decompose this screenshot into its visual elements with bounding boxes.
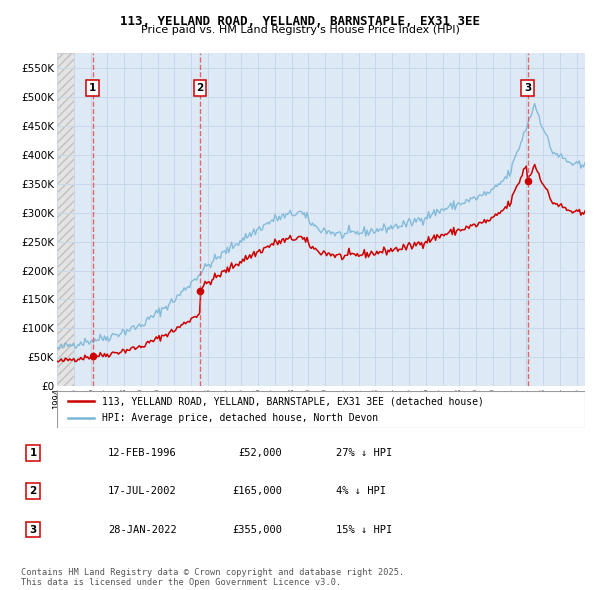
Text: 27% ↓ HPI: 27% ↓ HPI xyxy=(336,448,392,458)
Text: HPI: Average price, detached house, North Devon: HPI: Average price, detached house, Nort… xyxy=(102,412,378,422)
Text: 28-JAN-2022: 28-JAN-2022 xyxy=(108,525,177,535)
Text: 1: 1 xyxy=(89,83,96,93)
Text: 3: 3 xyxy=(29,525,37,535)
Text: Contains HM Land Registry data © Crown copyright and database right 2025.
This d: Contains HM Land Registry data © Crown c… xyxy=(21,568,404,587)
Text: 113, YELLAND ROAD, YELLAND, BARNSTAPLE, EX31 3EE: 113, YELLAND ROAD, YELLAND, BARNSTAPLE, … xyxy=(120,15,480,28)
Text: £52,000: £52,000 xyxy=(238,448,282,458)
Text: £165,000: £165,000 xyxy=(232,486,282,496)
Text: 113, YELLAND ROAD, YELLAND, BARNSTAPLE, EX31 3EE (detached house): 113, YELLAND ROAD, YELLAND, BARNSTAPLE, … xyxy=(102,396,484,407)
Text: 12-FEB-1996: 12-FEB-1996 xyxy=(108,448,177,458)
Text: 17-JUL-2002: 17-JUL-2002 xyxy=(108,486,177,496)
Bar xyxy=(57,53,74,386)
Text: 15% ↓ HPI: 15% ↓ HPI xyxy=(336,525,392,535)
Text: 1: 1 xyxy=(29,448,37,458)
Text: 2: 2 xyxy=(197,83,204,93)
Text: Price paid vs. HM Land Registry's House Price Index (HPI): Price paid vs. HM Land Registry's House … xyxy=(140,25,460,35)
Text: 4% ↓ HPI: 4% ↓ HPI xyxy=(336,486,386,496)
Text: 3: 3 xyxy=(524,83,531,93)
Text: 2: 2 xyxy=(29,486,37,496)
Text: £355,000: £355,000 xyxy=(232,525,282,535)
